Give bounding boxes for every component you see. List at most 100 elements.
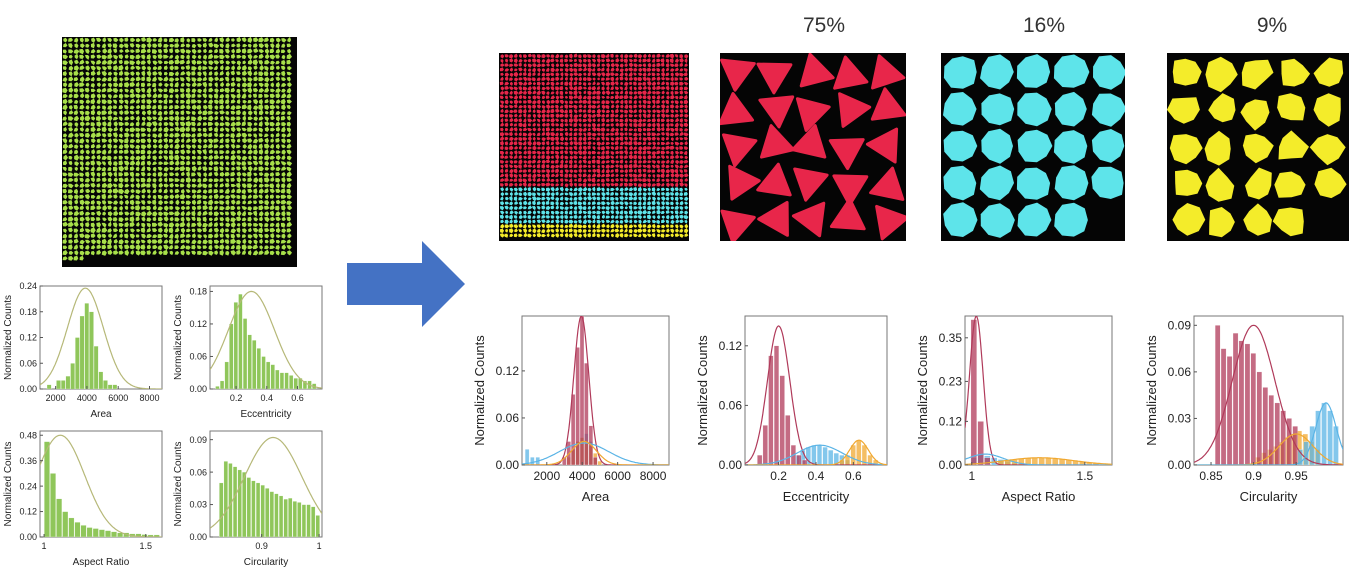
overview-particle <box>615 136 620 141</box>
overview-particle <box>615 173 619 177</box>
input-particle <box>258 143 263 149</box>
input-particle <box>174 143 180 150</box>
overview-particle <box>592 155 596 159</box>
overview-particle <box>624 141 629 146</box>
input-particle <box>174 38 179 43</box>
input-particle <box>84 38 90 42</box>
overview-particle <box>601 59 606 63</box>
input-particle <box>90 48 96 54</box>
input-particle <box>157 54 163 59</box>
input-particle <box>186 144 192 150</box>
input-particle <box>102 211 107 216</box>
input-particle <box>219 122 225 127</box>
overview-particle <box>500 59 504 64</box>
input-particle <box>197 199 202 205</box>
input-particle <box>180 93 185 99</box>
overview-particle <box>499 150 505 156</box>
overview-particle <box>550 205 555 210</box>
overview-particle <box>619 201 624 206</box>
y-axis-label: Normalized Counts <box>472 335 487 446</box>
overview-particle <box>518 145 522 150</box>
overview-particle <box>656 113 661 118</box>
overview-particle <box>628 67 634 72</box>
overview-particle <box>569 76 574 82</box>
input-particle <box>225 104 230 110</box>
overview-particle <box>560 210 564 215</box>
triangle-particle <box>722 133 758 168</box>
overview-particle <box>527 160 532 164</box>
input-particle <box>107 171 113 177</box>
overview-particle <box>527 154 532 160</box>
round-particle <box>1053 54 1090 88</box>
overview-particle <box>679 228 684 233</box>
input-particle <box>102 37 107 43</box>
histogram-bar <box>251 480 256 537</box>
overview-particle <box>565 63 569 68</box>
histogram-bar <box>275 369 280 389</box>
input-particle <box>202 166 208 172</box>
y-tick-label: 0.24 <box>19 481 37 491</box>
input-particle <box>85 239 91 244</box>
input-particle <box>269 93 275 99</box>
round-particle <box>981 93 1015 126</box>
overview-particle <box>642 233 648 238</box>
overview-particle <box>500 76 504 81</box>
input-particle <box>96 183 101 188</box>
input-particle <box>191 244 196 250</box>
input-particle <box>169 115 175 122</box>
overview-particle <box>500 228 505 233</box>
input-particle <box>73 172 80 177</box>
input-particle <box>230 126 236 133</box>
input-particle <box>281 138 286 144</box>
input-particle <box>101 77 108 82</box>
overview-particle <box>675 136 679 141</box>
overview-particle <box>591 104 597 109</box>
overview-particle <box>587 160 592 165</box>
overview-particle <box>578 191 583 196</box>
input-particle <box>169 43 175 48</box>
overview-particle <box>541 72 546 77</box>
input-particle <box>174 88 179 93</box>
input-particle <box>157 132 163 138</box>
input-particle <box>252 93 258 98</box>
overview-particle <box>661 99 666 104</box>
input-particle <box>203 48 207 54</box>
histogram-bar <box>1226 356 1233 465</box>
overview-particle <box>550 210 555 215</box>
input-particle <box>275 105 280 110</box>
input-particle <box>269 245 276 250</box>
input-particle <box>118 116 123 122</box>
input-particle <box>197 88 203 94</box>
input-particle <box>113 200 119 205</box>
input-particle <box>258 53 264 59</box>
input-particle <box>118 160 124 166</box>
input-particle <box>270 200 275 206</box>
overview-particle <box>527 224 532 229</box>
overview-particle <box>643 188 648 192</box>
overview-particle <box>642 76 648 82</box>
input-particle <box>258 116 264 121</box>
overview-particle <box>504 72 510 77</box>
y-axis-label: Normalized Counts <box>695 335 710 446</box>
overview-particle <box>509 160 514 165</box>
overview-particle <box>683 215 689 220</box>
overview-particle <box>633 146 638 150</box>
input-particle <box>259 245 264 250</box>
overview-particle <box>679 151 684 155</box>
input-particle <box>96 98 101 105</box>
overview-particle <box>559 228 565 233</box>
input-particle <box>152 194 157 200</box>
input-particle <box>208 60 214 66</box>
input-particle <box>281 77 287 82</box>
input-particle <box>208 104 213 110</box>
input-particle <box>286 127 292 133</box>
input-particle <box>146 250 151 255</box>
input-particle <box>219 99 224 105</box>
overview-particle <box>601 63 606 67</box>
input-particle <box>180 155 186 161</box>
overview-particle <box>679 62 684 67</box>
overview-particle <box>573 182 578 187</box>
input-particle <box>107 228 112 233</box>
input-particle <box>225 65 231 71</box>
input-particle <box>236 144 241 149</box>
